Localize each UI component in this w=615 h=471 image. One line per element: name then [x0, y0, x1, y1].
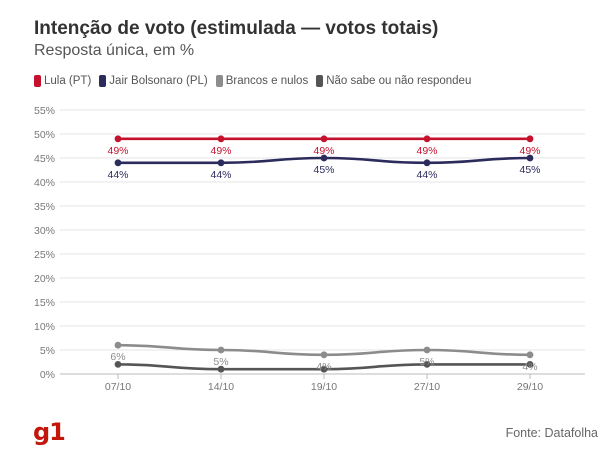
x-tick-label: 14/10 [208, 381, 234, 393]
y-tick-label: 30% [34, 225, 55, 237]
legend-swatch-nao-sabe [316, 75, 324, 87]
y-tick-label: 10% [34, 321, 55, 333]
y-tick-label: 25% [34, 249, 55, 261]
data-label: 4% [316, 361, 331, 373]
x-tick-label: 27/10 [414, 381, 440, 393]
y-tick-label: 5% [40, 345, 55, 357]
legend-item-bolsonaro: Jair Bolsonaro (PL) [99, 75, 208, 87]
data-label: 45% [313, 164, 334, 176]
data-point [114, 341, 122, 349]
data-point [320, 351, 328, 359]
data-label: 49% [416, 145, 437, 157]
y-tick-label: 0% [40, 369, 55, 381]
data-label: 49% [519, 145, 540, 157]
legend-label-lula: Lula (PT) [44, 75, 92, 87]
data-point [526, 361, 534, 368]
data-label: 49% [210, 145, 231, 157]
data-label: 49% [107, 145, 128, 157]
g1-logo: g1 [33, 418, 66, 446]
legend-swatch-lula [34, 75, 41, 87]
legend-label-brancos-nulos: Brancos e nulos [225, 75, 309, 87]
data-point [423, 346, 431, 354]
chart-legend: Lula (PT) Jair Bolsonaro (PL) Brancos e … [34, 75, 479, 87]
data-point [320, 365, 328, 373]
x-tick-label: 29/10 [517, 381, 543, 393]
data-point [217, 159, 225, 167]
legend-label-bolsonaro: Jair Bolsonaro (PL) [109, 75, 208, 87]
y-tick-label: 15% [34, 297, 55, 309]
data-label: 44% [210, 169, 231, 181]
y-tick-label: 50% [34, 129, 55, 141]
y-tick-label: 35% [34, 201, 55, 213]
data-point [423, 135, 431, 143]
legend-swatch-brancos-nulos [215, 75, 223, 87]
x-tick-label: 07/10 [105, 381, 131, 393]
data-label: 4% [522, 361, 537, 373]
legend-item-nao-sabe: Não sabe ou não respondeu [316, 75, 471, 87]
y-tick-label: 20% [34, 273, 55, 285]
chart-subtitle: Resposta única, em % [34, 42, 195, 59]
data-point [423, 159, 431, 167]
y-tick-label: 40% [34, 177, 55, 189]
data-label: 5% [419, 356, 434, 368]
data-point [114, 159, 122, 167]
data-label: 49% [313, 145, 334, 157]
data-point [320, 135, 328, 143]
data-label: 44% [416, 169, 437, 181]
data-point [320, 154, 328, 162]
data-point [217, 365, 225, 373]
data-point [114, 135, 122, 143]
data-point [526, 351, 534, 359]
data-point [423, 361, 431, 368]
y-tick-label: 55% [34, 105, 55, 117]
legend-label-nao-sabe: Não sabe ou não respondeu [326, 75, 472, 87]
legend-item-brancos-nulos: Brancos e nulos [215, 75, 309, 87]
data-label: 5% [213, 356, 228, 368]
x-tick-label: 19/10 [311, 381, 337, 393]
data-point [114, 361, 122, 368]
source-note: Fonte: Datafolha [505, 426, 598, 440]
data-label: 45% [519, 164, 540, 176]
data-point [217, 346, 225, 354]
legend-item-lula: Lula (PT) [34, 75, 91, 87]
y-tick-label: 45% [34, 153, 55, 165]
legend-swatch-bolsonaro [99, 75, 107, 87]
chart-title: Intenção de voto (estimulada — votos tot… [34, 18, 439, 39]
data-point [526, 135, 534, 143]
data-label: 44% [107, 169, 128, 181]
data-label: 6% [110, 351, 125, 363]
data-point [526, 154, 534, 162]
data-point [217, 135, 225, 143]
